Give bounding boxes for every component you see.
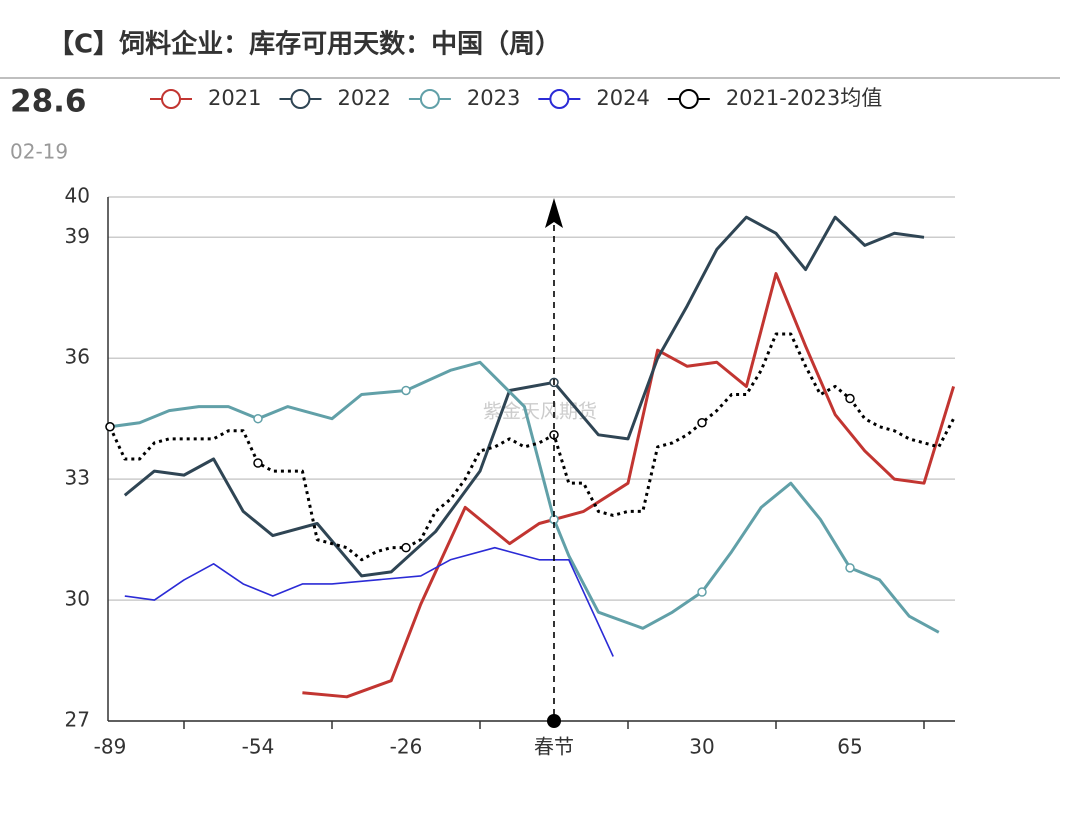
latest-value: 28.6 xyxy=(10,84,87,120)
series-marker xyxy=(401,542,411,553)
y-tick-label: 39 xyxy=(65,224,90,248)
marker-arrow xyxy=(545,198,563,228)
legend-label: 2021-2023均值 xyxy=(726,86,882,110)
y-tick-label: 27 xyxy=(65,708,90,732)
y-tick-label: 30 xyxy=(65,587,90,611)
series-marker xyxy=(401,385,411,396)
x-tick-label: 30 xyxy=(689,735,714,759)
x-tick-label: 65 xyxy=(837,735,862,759)
series-line xyxy=(124,546,614,657)
series-marker xyxy=(845,393,855,404)
series-line xyxy=(108,332,955,562)
series-line xyxy=(123,215,925,578)
y-tick-label: 40 xyxy=(65,184,90,208)
legend-label: 2024 xyxy=(596,86,649,110)
series-marker xyxy=(253,413,263,424)
y-tick-label: 33 xyxy=(65,466,90,490)
spring-festival-marker xyxy=(545,198,563,728)
legend-icon xyxy=(161,89,181,109)
series-layer xyxy=(105,215,956,699)
series-marker xyxy=(845,563,855,573)
latest-date: 02-19 xyxy=(10,140,68,164)
x-tick-label: -54 xyxy=(242,735,275,759)
legend-icon xyxy=(419,89,440,109)
x-tick-label: -26 xyxy=(390,735,423,759)
series-marker xyxy=(697,587,707,597)
series-marker xyxy=(253,458,263,468)
x-tick-label: 春节 xyxy=(534,735,574,759)
series-marker xyxy=(697,417,707,428)
grid: 27 30 33 36 39 40 -89 -54 -26 春节 30 65 xyxy=(65,184,955,759)
y-tick-label: 36 xyxy=(65,345,90,369)
legend-icon xyxy=(678,89,699,109)
watermark: 紫金天风期货 xyxy=(483,401,597,423)
legend-icon xyxy=(290,89,311,109)
legend-icon xyxy=(549,89,570,109)
legend-label: 2023 xyxy=(467,86,520,110)
legend-label: 2021 xyxy=(208,86,261,110)
series-line xyxy=(302,272,956,699)
marker-dot xyxy=(547,714,561,728)
series-marker xyxy=(105,422,115,432)
chart-title: 【C】饲料企业：库存可用天数：中国（周） xyxy=(48,29,561,60)
x-tick-label: -89 xyxy=(94,735,127,759)
legend: 2021 2022 2023 2024 2021-2023均值 xyxy=(150,86,882,110)
legend-label: 2022 xyxy=(337,86,390,110)
